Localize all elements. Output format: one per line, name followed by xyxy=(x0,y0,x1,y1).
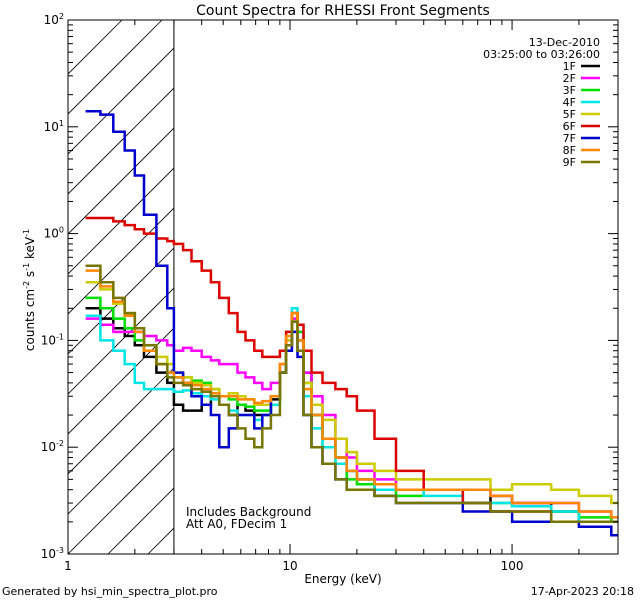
hatch-lines xyxy=(68,20,640,554)
legend-label: 9F xyxy=(563,156,576,169)
hatch-line xyxy=(588,20,640,554)
annotation-background: Includes Background xyxy=(186,505,311,519)
legend-label: 6F xyxy=(563,120,576,133)
hatch-line xyxy=(68,47,174,155)
series-3F xyxy=(85,296,618,524)
timestamp: 17-Apr-2023 20:18 xyxy=(531,585,634,598)
hatch-line xyxy=(468,20,640,554)
hatch-line xyxy=(68,87,174,195)
legend-label: 7F xyxy=(563,132,576,145)
generator-note: Generated by hsi_min_spectra_plot.pro xyxy=(2,585,218,598)
x-tick-label: 10 xyxy=(282,559,297,573)
y-axis-label: counts cm-2 s-1 keV-1 xyxy=(22,229,37,351)
hatch-line xyxy=(68,207,174,315)
hatch-line xyxy=(268,20,640,554)
hatch-line xyxy=(68,407,174,515)
y-tick-label: 101 xyxy=(44,119,64,134)
y-tick-label: 10-1 xyxy=(41,332,64,347)
legend-label: 4F xyxy=(563,96,576,109)
x-axis: 1 10 100 xyxy=(64,20,619,573)
series-9F xyxy=(85,264,618,524)
x-axis-label: Energy (keV) xyxy=(304,572,381,586)
legend-label: 8F xyxy=(563,144,576,157)
x-tick-label: 1 xyxy=(64,559,72,573)
legend-label: 5F xyxy=(563,108,576,121)
hatched-region xyxy=(68,20,640,554)
hatch-line xyxy=(388,20,640,554)
legend-label: 1F xyxy=(563,60,576,73)
chart-title: Count Spectra for RHESSI Front Segments xyxy=(196,3,490,19)
y-tick-label: 100 xyxy=(44,226,64,241)
date-label: 13-Dec-2010 xyxy=(529,36,600,49)
hatch-line xyxy=(428,20,640,554)
hatch-line xyxy=(68,20,163,115)
series-layer xyxy=(85,109,618,537)
plot-frame xyxy=(67,19,619,555)
x-tick-label: 100 xyxy=(501,559,524,573)
legend-label: 2F xyxy=(563,72,576,85)
annotation-attenuator: Att A0, FDecim 1 xyxy=(186,517,287,531)
hatch-line xyxy=(68,127,174,235)
hatch-line xyxy=(348,20,640,554)
time-range-label: 03:25:00 to 03:26:00 xyxy=(483,48,600,61)
hatch-line xyxy=(68,167,174,275)
legend-label: 3F xyxy=(563,84,576,97)
hatch-line xyxy=(68,367,174,475)
y-axis: 10-3 10-2 10-1 100 101 102 xyxy=(41,12,618,561)
hatch-line xyxy=(228,20,640,554)
y-tick-label: 10-3 xyxy=(41,546,64,561)
hatch-line xyxy=(68,327,174,435)
series-6F xyxy=(85,216,618,524)
series-2F xyxy=(85,317,618,524)
hatch-line xyxy=(68,447,174,554)
y-tick-label: 10-2 xyxy=(41,439,64,454)
y-tick-label: 102 xyxy=(44,12,64,27)
hatch-line xyxy=(68,247,174,355)
